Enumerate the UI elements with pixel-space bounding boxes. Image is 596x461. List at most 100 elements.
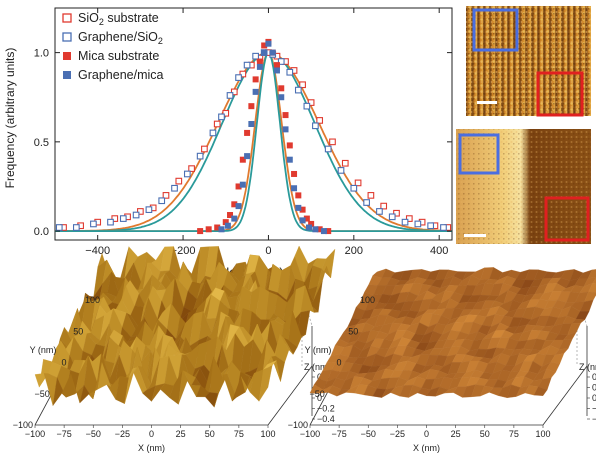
x-tick-label: −100	[300, 429, 320, 439]
x-tick-label: −25	[115, 429, 130, 439]
data-points	[55, 38, 452, 235]
series-2-point	[278, 85, 285, 92]
series-0-point	[201, 145, 208, 153]
y-tick-label: 50	[73, 326, 83, 336]
y-tick-label: 100	[85, 295, 100, 305]
series-3-point	[320, 228, 327, 235]
red-box	[544, 196, 590, 242]
scale-bar	[464, 234, 486, 237]
fit-curves	[55, 51, 452, 232]
legend: SiO2 substrate Graphene/SiO2 Mica substrat…	[62, 11, 164, 82]
x-tick-label: 75	[509, 429, 519, 439]
series-3-point	[256, 63, 263, 70]
series-1-point	[90, 220, 97, 228]
series-2-point	[291, 170, 298, 177]
series-2-point	[252, 76, 259, 83]
series-0-point	[239, 70, 247, 78]
series-1-point	[171, 184, 178, 192]
series-0-point	[230, 88, 238, 96]
x-tick-label: 200	[345, 245, 363, 257]
x-tick-label: 0	[265, 245, 271, 257]
z-tick-label: 0.4	[592, 372, 596, 382]
series-2-point	[286, 142, 293, 149]
x-tick-label: −200	[171, 245, 196, 257]
series-2-point	[273, 62, 280, 69]
legend-marker	[62, 32, 72, 42]
series-2-point	[295, 192, 302, 199]
series-2-point	[197, 228, 204, 235]
y-tick-label: 0	[336, 358, 341, 368]
fit-curve-3	[55, 51, 452, 232]
series-1-point	[414, 220, 422, 228]
series-0-point	[188, 165, 195, 172]
z-tick-label: 0	[317, 393, 322, 403]
z-axis-label: Z (nm)	[579, 362, 596, 372]
series-1-point	[145, 206, 153, 214]
series-1-point	[209, 129, 217, 137]
series-3-point	[261, 49, 268, 56]
fit-curve-0	[55, 51, 452, 232]
series-2-point	[239, 156, 246, 163]
series-3-point	[295, 204, 302, 211]
x-tick-label: −400	[85, 245, 110, 257]
series-1-point	[235, 74, 242, 81]
z-tick-label: −0.4	[317, 414, 335, 424]
axis-edge	[267, 365, 313, 426]
blue-box	[472, 8, 519, 52]
series-0-point	[299, 81, 306, 89]
series-0-point	[316, 117, 324, 124]
axis-ticks: −400 −200 0 200 400 0.0 0.5 1.0	[34, 8, 452, 257]
series-2-point	[248, 103, 255, 110]
x-axis-label: X (nm)	[138, 443, 165, 453]
series-3-point	[273, 67, 280, 74]
legend-label: Graphene/mica	[78, 68, 164, 82]
series-3-point	[244, 153, 251, 160]
series-2-point	[227, 212, 234, 219]
series-3-point	[291, 185, 298, 192]
series-0-point	[175, 177, 183, 185]
series-0-point	[213, 120, 221, 128]
series-1-point	[363, 199, 370, 206]
series-0-point	[341, 159, 349, 167]
series-3-point	[239, 181, 246, 188]
legend-label: Mica substrate	[78, 49, 159, 63]
plot-frame	[54, 7, 453, 241]
y-tick-label: 0.0	[34, 226, 49, 238]
z-tick-label: 0	[592, 393, 596, 403]
series-1-point	[243, 61, 251, 69]
series-2-point	[231, 201, 238, 208]
y-axis-label: Frequency (arbitrary units)	[3, 48, 17, 189]
x-tick-label: 50	[480, 429, 490, 439]
series-0-point	[307, 99, 315, 106]
y-tick-label: −100	[288, 420, 308, 430]
series-2-point	[325, 228, 332, 235]
series-0-point	[137, 208, 144, 215]
y-tick-label: 50	[348, 326, 358, 336]
series-2-point	[308, 220, 315, 227]
y-tick-label: −100	[13, 420, 33, 430]
series-2-point	[244, 129, 251, 136]
fit-curve-1	[55, 51, 452, 232]
y-tick-label: −50	[309, 389, 324, 399]
series-1-point	[277, 58, 285, 65]
series-3-point	[248, 121, 255, 127]
red-box	[536, 71, 584, 117]
series-1-point	[132, 211, 140, 219]
blue-box	[458, 133, 500, 175]
series-1-point	[427, 222, 435, 230]
legend-marker	[63, 71, 71, 79]
series-3-point	[252, 88, 259, 95]
y-tick-label: 0.5	[34, 137, 49, 149]
series-0-point	[111, 215, 119, 222]
series-1-point	[218, 113, 225, 121]
y-tick-label: 0	[61, 358, 66, 368]
z-tick-label: −0.2	[317, 404, 335, 414]
surface-facet	[592, 277, 596, 284]
series-2-point	[214, 224, 221, 231]
z-tick-label: −0.4	[592, 414, 596, 424]
x-tick-label: −75	[56, 429, 71, 439]
y-tick-label: 100	[360, 295, 375, 305]
